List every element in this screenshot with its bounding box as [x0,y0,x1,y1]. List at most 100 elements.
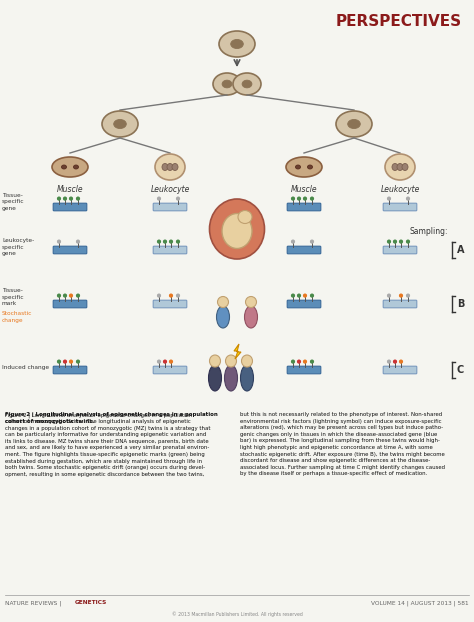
Circle shape [77,197,80,200]
Circle shape [64,197,66,200]
Circle shape [310,294,313,297]
Circle shape [164,240,166,243]
Circle shape [177,294,179,297]
Text: Tissue-
specific
mark: Tissue- specific mark [2,289,25,305]
Text: C: C [457,365,464,375]
Text: Figure 2 | Longitudinal analysis of epigenetic changes in a population
cohort of: Figure 2 | Longitudinal analysis of epig… [5,412,218,424]
Circle shape [58,360,60,363]
Circle shape [393,360,396,363]
Ellipse shape [162,164,168,170]
Ellipse shape [210,199,264,259]
Text: Leukocyte: Leukocyte [380,185,419,194]
Circle shape [292,360,294,363]
Circle shape [157,360,160,363]
Ellipse shape [231,39,243,49]
Ellipse shape [167,164,173,170]
Ellipse shape [225,365,237,391]
Text: Figure 2 | Longitudinal analysis of epigenetic changes in a population
cohort of: Figure 2 | Longitudinal analysis of epig… [5,412,210,477]
Text: Muscle: Muscle [291,185,317,194]
Circle shape [292,240,294,243]
Polygon shape [234,344,241,359]
Ellipse shape [233,73,261,95]
Text: VOLUME 14 | AUGUST 2013 | 581: VOLUME 14 | AUGUST 2013 | 581 [371,600,469,605]
Text: Leukocyte: Leukocyte [150,185,190,194]
FancyBboxPatch shape [153,366,187,374]
Ellipse shape [385,154,415,180]
Ellipse shape [172,164,178,170]
Circle shape [298,197,301,200]
FancyBboxPatch shape [287,246,321,254]
Circle shape [310,197,313,200]
Ellipse shape [348,119,360,129]
Text: PERSPECTIVES: PERSPECTIVES [336,14,462,29]
Ellipse shape [155,154,185,180]
FancyBboxPatch shape [53,246,87,254]
Circle shape [157,240,160,243]
Circle shape [298,360,301,363]
FancyBboxPatch shape [53,300,87,308]
Ellipse shape [286,157,322,177]
Text: Leukocyte-
specific
gene: Leukocyte- specific gene [2,238,34,256]
Ellipse shape [295,165,301,169]
Ellipse shape [226,355,237,367]
Circle shape [157,197,160,200]
FancyBboxPatch shape [287,366,321,374]
Ellipse shape [209,365,221,391]
Ellipse shape [222,80,232,88]
Ellipse shape [114,119,126,129]
Ellipse shape [210,355,220,367]
Circle shape [58,294,60,297]
Circle shape [58,197,60,200]
Text: B: B [457,299,465,309]
Circle shape [177,240,179,243]
Ellipse shape [245,306,257,328]
Text: Induced change: Induced change [2,364,49,369]
Text: Muscle: Muscle [57,185,83,194]
FancyBboxPatch shape [383,246,417,254]
Text: but this is not necessarily related to the phenotype of interest. Non-shared
env: but this is not necessarily related to t… [240,412,445,476]
Circle shape [388,360,391,363]
Circle shape [407,294,410,297]
FancyBboxPatch shape [153,300,187,308]
Ellipse shape [222,213,252,249]
Ellipse shape [246,297,256,307]
Text: Tissue-
specific
gene: Tissue- specific gene [2,193,25,211]
Circle shape [77,360,80,363]
Circle shape [388,197,391,200]
Ellipse shape [62,165,66,169]
Text: A: A [457,245,465,255]
Ellipse shape [402,164,408,170]
FancyBboxPatch shape [383,300,417,308]
Circle shape [310,360,313,363]
Circle shape [64,294,66,297]
Ellipse shape [73,165,79,169]
FancyBboxPatch shape [153,246,187,254]
Circle shape [393,240,396,243]
Text: NATURE REVIEWS |: NATURE REVIEWS | [5,600,63,605]
Circle shape [400,360,402,363]
Ellipse shape [308,165,312,169]
FancyBboxPatch shape [383,203,417,211]
Circle shape [77,240,80,243]
Ellipse shape [238,210,252,223]
Ellipse shape [241,355,253,367]
Ellipse shape [213,73,241,95]
Circle shape [170,240,173,243]
Circle shape [407,197,410,200]
Circle shape [70,360,73,363]
FancyBboxPatch shape [53,203,87,211]
FancyBboxPatch shape [287,300,321,308]
Ellipse shape [52,157,88,177]
Circle shape [77,294,80,297]
Ellipse shape [218,297,228,307]
Ellipse shape [242,80,252,88]
Circle shape [388,294,391,297]
Circle shape [298,294,301,297]
Circle shape [292,197,294,200]
Ellipse shape [219,31,255,57]
Circle shape [310,240,313,243]
Ellipse shape [102,111,138,137]
Circle shape [70,197,73,200]
Circle shape [304,360,306,363]
Circle shape [177,197,179,200]
